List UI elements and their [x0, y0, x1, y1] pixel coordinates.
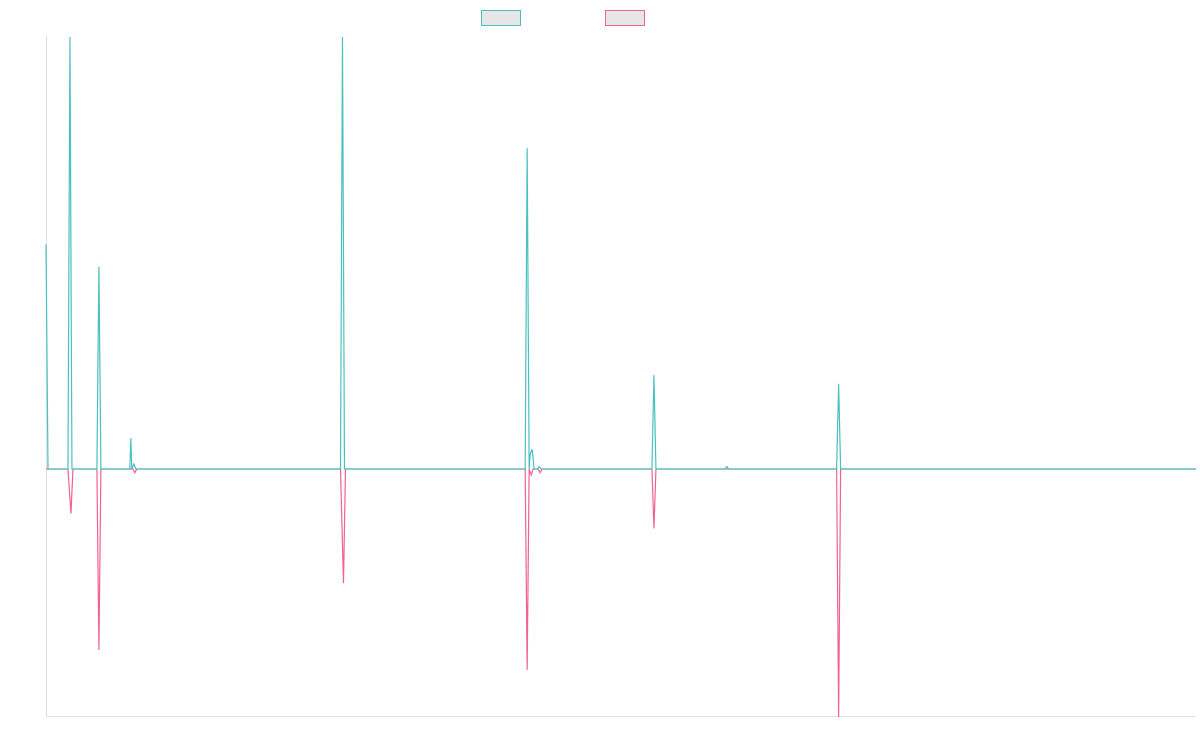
- series-line-2: [46, 468, 1196, 718]
- legend-swatch-1[interactable]: [481, 10, 521, 26]
- series-line-1: [45, 36, 1196, 470]
- legend: [481, 10, 645, 26]
- plot-area: [45, 36, 1196, 718]
- legend-swatch-2[interactable]: [605, 10, 645, 26]
